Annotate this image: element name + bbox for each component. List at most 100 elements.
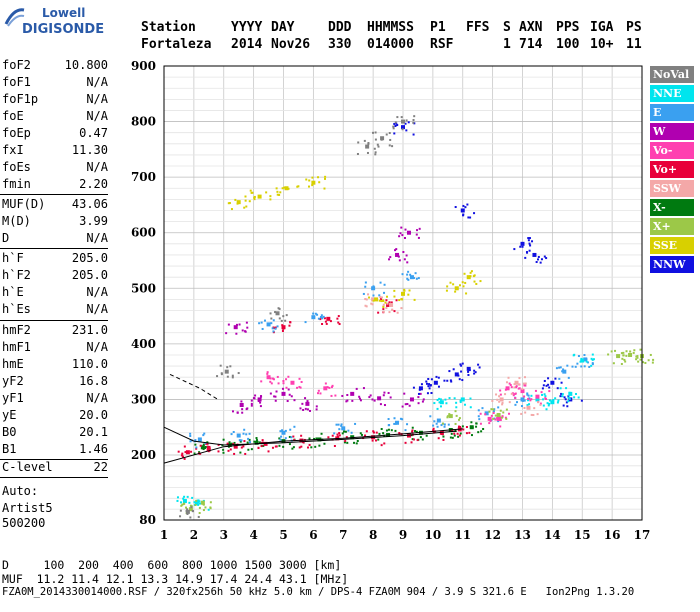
x-tick-label: 1 bbox=[160, 528, 168, 542]
echo-dot bbox=[614, 349, 617, 352]
echo-dot bbox=[197, 500, 200, 503]
echo-dot bbox=[497, 418, 500, 421]
echo-dot bbox=[274, 326, 277, 329]
echo-dot bbox=[403, 236, 406, 239]
x-tick-label: 11 bbox=[454, 528, 471, 542]
echo-dot bbox=[449, 436, 452, 439]
echo-dot bbox=[316, 313, 319, 316]
y-tick-label: 300 bbox=[131, 392, 156, 406]
echo-dot bbox=[306, 400, 309, 403]
data-point bbox=[257, 397, 262, 402]
echo-dot bbox=[234, 198, 237, 201]
echo-dot bbox=[261, 327, 264, 330]
echo-dot bbox=[281, 387, 284, 390]
data-point bbox=[257, 194, 262, 199]
echo-dot bbox=[285, 314, 288, 317]
echo-dot bbox=[345, 436, 348, 439]
echo-dot bbox=[562, 404, 565, 407]
echo-dot bbox=[209, 506, 212, 509]
echo-dot bbox=[278, 317, 281, 320]
echo-dot bbox=[233, 452, 236, 455]
echo-dot bbox=[363, 139, 366, 142]
echo-dot bbox=[281, 329, 284, 332]
echo-dot bbox=[383, 434, 386, 437]
echo-dot bbox=[393, 289, 396, 292]
echo-dot bbox=[385, 299, 388, 302]
param-row: MUF(D) 43.06 bbox=[2, 197, 108, 212]
series-vo- bbox=[260, 371, 551, 428]
echo-dot bbox=[245, 205, 248, 208]
echo-dot bbox=[404, 403, 407, 406]
echo-dot bbox=[477, 415, 480, 418]
echo-dot bbox=[372, 299, 375, 302]
echo-dot bbox=[468, 431, 471, 434]
echo-dot bbox=[278, 444, 281, 447]
echo-dot bbox=[191, 496, 194, 499]
echo-dot bbox=[345, 400, 348, 403]
echo-dot bbox=[204, 506, 207, 509]
echo-dot bbox=[393, 295, 396, 298]
echo-dot bbox=[291, 447, 294, 450]
echo-dot bbox=[462, 428, 465, 431]
echo-dot bbox=[364, 285, 367, 288]
echo-dot bbox=[377, 145, 380, 148]
data-point bbox=[266, 322, 271, 327]
echo-dot bbox=[382, 432, 385, 435]
echo-dot bbox=[239, 440, 242, 443]
echo-dot bbox=[241, 329, 244, 332]
echo-dot bbox=[404, 441, 407, 444]
echo-dot bbox=[217, 443, 220, 446]
echo-dot bbox=[543, 379, 546, 382]
echo-dot bbox=[306, 408, 309, 411]
echo-dot bbox=[385, 429, 388, 432]
echo-dot bbox=[202, 509, 205, 512]
echo-dot bbox=[543, 255, 546, 258]
bottom-info: D 100 200 400 600 800 1000 1500 3000 [km… bbox=[0, 556, 700, 600]
echo-dot bbox=[459, 363, 462, 366]
echo-dot bbox=[412, 277, 415, 280]
echo-dot bbox=[413, 115, 416, 118]
echo-dot bbox=[455, 414, 458, 417]
echo-dot bbox=[438, 397, 441, 400]
echo-dot bbox=[393, 122, 396, 125]
echo-dot bbox=[425, 434, 428, 437]
param-value: N/A bbox=[86, 92, 108, 106]
echo-dot bbox=[278, 437, 281, 440]
echo-dot bbox=[513, 248, 516, 251]
echo-dot bbox=[340, 423, 343, 426]
echo-dot bbox=[204, 445, 207, 448]
data-point bbox=[395, 252, 400, 257]
data-point bbox=[454, 372, 459, 377]
data-point bbox=[350, 391, 355, 396]
echo-dot bbox=[404, 228, 407, 231]
x-tick-label: 2 bbox=[190, 528, 198, 542]
echo-dot bbox=[376, 143, 379, 146]
echo-dot bbox=[355, 442, 358, 445]
param-value: N/A bbox=[86, 231, 108, 245]
data-point bbox=[281, 325, 286, 330]
echo-dot bbox=[359, 399, 362, 402]
echo-dot bbox=[480, 430, 483, 433]
echo-dot bbox=[378, 299, 381, 302]
data-point bbox=[562, 369, 567, 374]
echo-dot bbox=[429, 415, 432, 418]
echo-dot bbox=[479, 280, 482, 283]
echo-dot bbox=[385, 307, 388, 310]
echo-dot bbox=[227, 323, 230, 326]
echo-dot bbox=[647, 359, 650, 362]
echo-dot bbox=[499, 425, 502, 428]
echo-dot bbox=[540, 391, 543, 394]
echo-dot bbox=[412, 438, 415, 441]
param-key: C-level bbox=[2, 460, 53, 474]
echo-dot bbox=[286, 400, 289, 403]
echo-dot bbox=[282, 445, 285, 448]
echo-dot bbox=[435, 422, 438, 425]
echo-dot bbox=[261, 439, 264, 442]
echo-dot bbox=[524, 382, 527, 385]
echo-dot bbox=[473, 274, 476, 277]
echo-dot bbox=[436, 407, 439, 410]
echo-dot bbox=[406, 273, 409, 276]
echo-dot bbox=[547, 404, 550, 407]
echo-dot bbox=[527, 397, 530, 400]
echo-dot bbox=[347, 429, 350, 432]
